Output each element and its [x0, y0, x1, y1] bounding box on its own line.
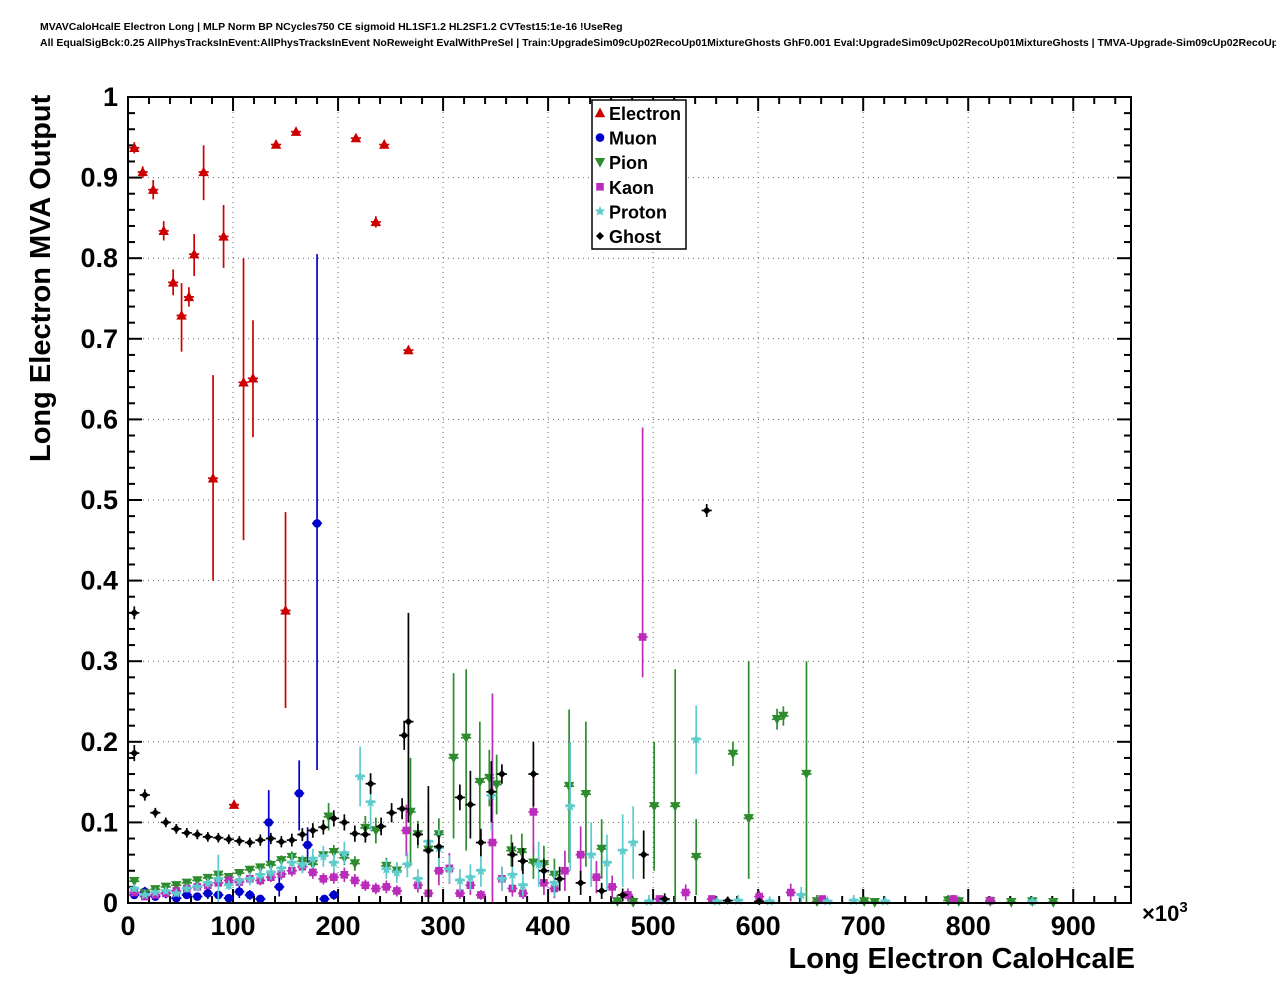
- legend-item-pion: Pion: [594, 153, 648, 173]
- x-axis-title: Long Electron CaloHcalE: [789, 943, 1135, 975]
- svg-text:900: 900: [1051, 911, 1096, 941]
- svg-text:500: 500: [631, 911, 676, 941]
- legend-item-electron: Electron: [594, 104, 681, 124]
- legend-item-proton: Proton: [594, 202, 667, 222]
- x-axis-exponent: ×103: [1142, 899, 1188, 926]
- series-electron: [129, 126, 414, 809]
- legend-label-electron: Electron: [609, 104, 681, 124]
- svg-text:600: 600: [736, 911, 781, 941]
- svg-text:300: 300: [421, 911, 466, 941]
- svg-text:400: 400: [526, 911, 571, 941]
- legend-marker-ghost-icon: [596, 232, 604, 240]
- legend-item-ghost: Ghost: [596, 227, 661, 247]
- svg-text:0: 0: [103, 888, 118, 918]
- legend-marker-electron-icon: [594, 107, 606, 118]
- svg-text:0.4: 0.4: [80, 566, 118, 596]
- svg-text:100: 100: [210, 911, 255, 941]
- svg-text:0.9: 0.9: [80, 163, 118, 193]
- svg-text:0.8: 0.8: [80, 243, 118, 273]
- legend-label-muon: Muon: [609, 129, 657, 149]
- series-pion: [129, 661, 1059, 908]
- legend-item-muon: Muon: [595, 129, 657, 149]
- legend-item-kaon: Kaon: [596, 178, 654, 198]
- plot-frame: [127, 96, 1132, 904]
- y-tick-labels: 0 0.1 0.2 0.3 0.4 0.5 0.6 0.7 0.8 0.9 1: [80, 82, 118, 918]
- svg-text:0.5: 0.5: [80, 485, 118, 515]
- svg-text:0: 0: [120, 911, 135, 941]
- series-kaon: [129, 427, 996, 905]
- svg-text:0.3: 0.3: [80, 646, 118, 676]
- plot-config-title: MVAVCaloHcalE Electron Long | MLP Norm B…: [40, 21, 623, 33]
- legend-marker-pion-icon: [594, 158, 606, 168]
- series-proton: [129, 705, 1038, 906]
- legend-marker-proton-icon: [594, 205, 606, 216]
- legend-box: Electron Muon Pion Kaon Proton Ghost: [591, 99, 687, 250]
- svg-text:200: 200: [316, 911, 361, 941]
- svg-text:0.6: 0.6: [80, 404, 118, 434]
- y-axis-title: Long Electron MVA Output: [25, 94, 57, 462]
- plot-dataset-title: All EqualSigBck:0.25 AllPhysTracksInEven…: [40, 37, 1276, 49]
- legend-label-pion: Pion: [609, 153, 648, 173]
- legend-marker-muon-icon: [595, 133, 605, 142]
- legend-label-ghost: Ghost: [609, 227, 661, 247]
- x-tick-labels: 0 100 200 300 400 500 600 700 800 900: [120, 911, 1095, 941]
- svg-text:1: 1: [103, 82, 118, 112]
- svg-text:0.7: 0.7: [80, 324, 118, 354]
- legend-marker-kaon-icon: [596, 183, 604, 191]
- svg-text:800: 800: [946, 911, 991, 941]
- legend-label-kaon: Kaon: [609, 178, 654, 198]
- svg-text:700: 700: [841, 911, 886, 941]
- svg-text:0.2: 0.2: [80, 727, 118, 757]
- legend-label-proton: Proton: [609, 202, 667, 222]
- series-ghost: [129, 504, 765, 906]
- svg-text:0.1: 0.1: [80, 807, 118, 837]
- grid-lines: [128, 97, 1131, 903]
